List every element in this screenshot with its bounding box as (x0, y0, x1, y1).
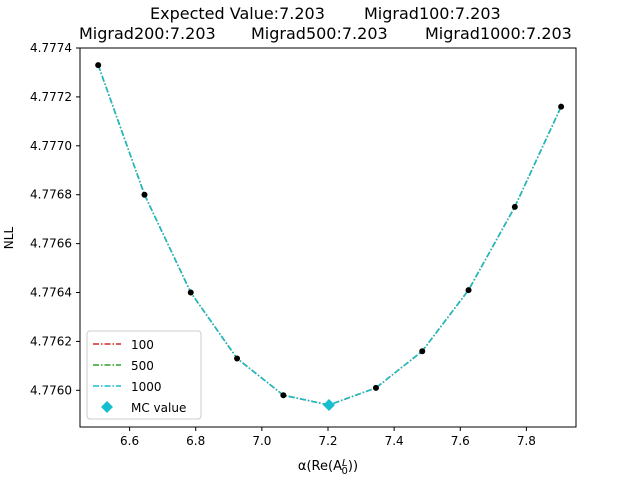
chart-title-line2-right: Migrad1000:7.203 (425, 24, 572, 43)
chart-title-line2-left: Migrad200:7.203 (79, 24, 216, 43)
legend-label-100: 100 (131, 338, 154, 352)
chart-title-line2-middle: Migrad500:7.203 (251, 24, 388, 43)
y-axis-label: NLL (2, 227, 16, 250)
x-tick-label: 7.2 (318, 434, 337, 448)
x-tick-label: 6.8 (186, 434, 205, 448)
x-tick-label: 7.0 (252, 434, 271, 448)
data-point (419, 348, 426, 355)
y-tick-label: 4.7774 (30, 41, 72, 55)
y-tick-label: 4.7760 (30, 383, 72, 397)
data-point (234, 355, 241, 362)
y-tick-label: 4.7766 (30, 237, 72, 251)
data-point (187, 289, 194, 296)
x-tick-label: 7.8 (517, 434, 536, 448)
legend-label-500: 500 (131, 359, 154, 373)
y-tick-label: 4.7762 (30, 334, 72, 348)
data-point (465, 287, 472, 294)
chart-title-line1-right: Migrad100:7.203 (364, 4, 501, 23)
legend: 100 500 1000 MC value (86, 330, 202, 420)
y-tick-label: 4.7764 (30, 286, 72, 300)
data-point (141, 191, 148, 198)
mc-value-marker (322, 398, 335, 411)
series-line-1000 (97, 64, 562, 406)
x-axis-label: α(Re(AL 0)) (298, 458, 358, 477)
legend-mc-marker (101, 401, 113, 413)
legend-box (86, 330, 202, 420)
x-tick-label: 7.4 (385, 434, 404, 448)
data-point (280, 392, 287, 399)
chart-title-line1-left: Expected Value:7.203 (150, 4, 325, 23)
y-tick-label: 4.7770 (30, 139, 72, 153)
data-point (95, 62, 102, 69)
y-tick-label: 4.7772 (30, 90, 72, 104)
x-tick-label: 7.6 (451, 434, 470, 448)
legend-label-1000: 1000 (131, 380, 162, 394)
data-point (511, 203, 518, 210)
x-tick-label: 6.6 (120, 434, 139, 448)
data-point (558, 103, 565, 110)
y-tick-label: 4.7768 (30, 188, 72, 202)
legend-label-mc: MC value (131, 401, 186, 415)
data-point (372, 384, 379, 391)
